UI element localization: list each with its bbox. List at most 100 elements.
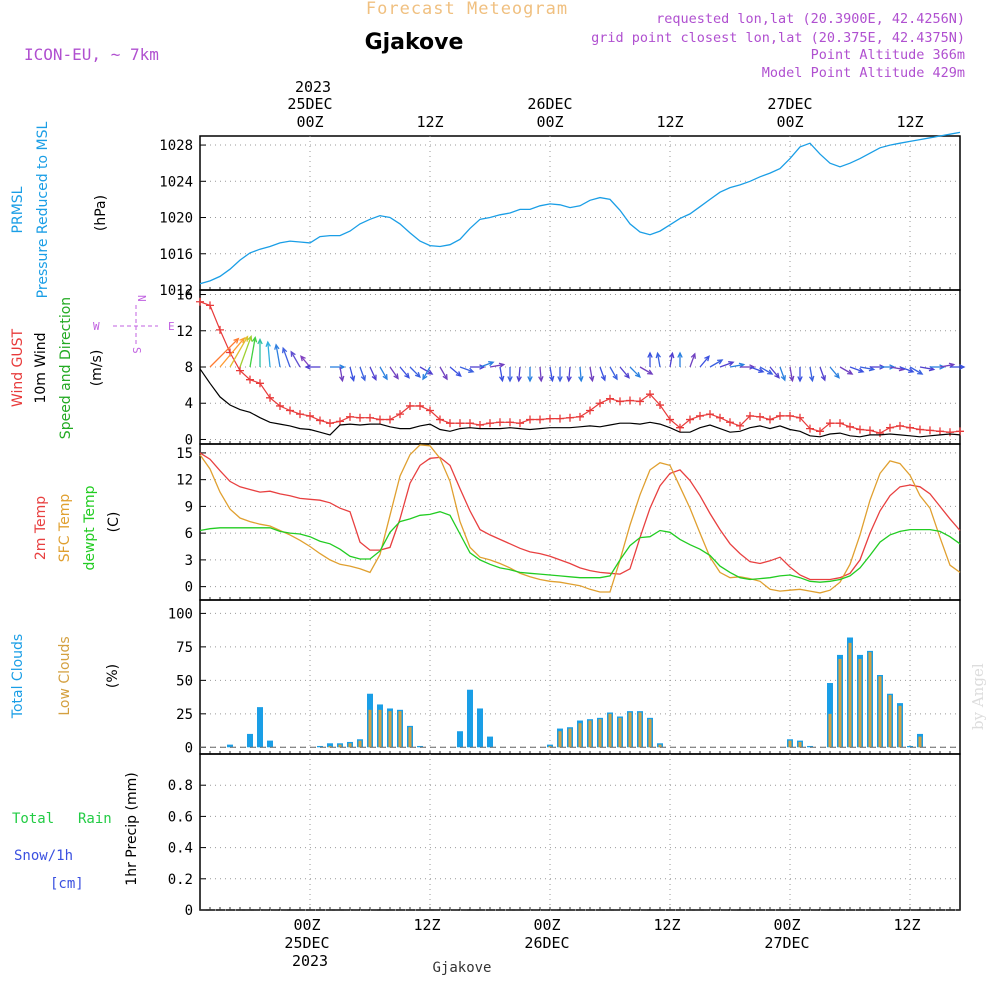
wind-gust-marker: [576, 412, 584, 421]
snow-unit-label: [cm]: [50, 876, 84, 892]
wind-direction-arrowhead: [498, 362, 506, 369]
location-title: Gjakove: [365, 30, 464, 55]
wind-direction-arrowhead: [717, 359, 724, 365]
wind-direction-arrowhead: [788, 375, 795, 383]
wind-gust-marker: [926, 426, 934, 435]
precip-frame: [199, 753, 961, 911]
wind-direction-arrow: [599, 366, 606, 381]
wind-gust-marker: [476, 420, 484, 429]
wind-gust-marker: [796, 413, 804, 422]
low-clouds-bar: [568, 728, 572, 748]
wind-gust-marker: [456, 419, 464, 428]
total-clouds-bar: [417, 745, 423, 748]
wind-direction-arrow: [829, 366, 840, 379]
top-date-label: 26DEC: [527, 95, 572, 113]
wind-direction-arrowhead: [600, 375, 606, 382]
wind-direction-arrowhead: [612, 374, 618, 381]
wind-direction-arrow: [419, 366, 433, 375]
bottom-year-label: 2023: [292, 952, 328, 970]
wind-direction-arrowhead: [578, 376, 584, 383]
total-clouds-label: Total Clouds: [10, 634, 26, 719]
pressure-ytick-label: 1020: [159, 211, 193, 227]
wind-direction-arrowhead: [393, 373, 399, 380]
bottom-hour-label: 00Z: [293, 916, 320, 934]
total-clouds-bar: [807, 745, 813, 748]
wind-direction-arrow: [909, 366, 923, 375]
wind-direction-arrow: [759, 366, 773, 375]
wind-direction-arrowhead: [339, 364, 346, 370]
low-clouds-bar: [608, 713, 612, 748]
total-rain-label-2: Rain: [78, 811, 112, 827]
wind-gust-marker: [686, 415, 694, 424]
low-clouds-bar: [598, 719, 602, 748]
precip-panel: 0 0.2 0.4 0.6 0.8: [168, 753, 961, 919]
low-clouds-bar: [368, 709, 372, 748]
wind-direction-arrow: [919, 366, 934, 371]
wind-direction-arrow: [589, 366, 594, 381]
wind-gust-marker: [396, 410, 404, 419]
wind-direction-arrowhead: [427, 369, 434, 375]
pressure-frame: [199, 135, 961, 291]
top-year-label: 2023: [295, 78, 331, 96]
pressure-ytick-label: 1012: [159, 283, 193, 299]
wind-direction-arrowhead: [847, 369, 854, 375]
top-hour-label: 00Z: [536, 113, 563, 131]
total-clouds-bar: [457, 731, 463, 748]
wind-direction-arrow: [489, 363, 504, 368]
precip-ytick-label: 0.6: [168, 809, 193, 825]
low-clouds-bar: [638, 712, 642, 748]
wind-gust-marker: [246, 375, 254, 384]
wind-gust-marker: [676, 423, 684, 432]
temperature-ytick-label: 6: [185, 526, 193, 542]
pressure-panel: 1012 1016 1020 1024 1028: [159, 131, 961, 299]
wind-gust-marker: [616, 397, 624, 406]
wind-gust-marker: [436, 415, 444, 424]
wind-direction-arrow: [539, 366, 542, 382]
wind-direction-arrowhead: [422, 374, 428, 381]
wind-gust-marker: [756, 412, 764, 421]
wind-direction-arrowhead: [704, 355, 710, 362]
wind-direction-arrowhead: [498, 375, 505, 383]
wind-gust-marker: [626, 396, 634, 405]
wind-direction-arrow: [239, 336, 252, 368]
prmsl-label: PRMSL: [10, 186, 26, 233]
wind-gust-marker: [416, 401, 424, 410]
wind-direction-arrow: [290, 351, 301, 368]
wind-gust-marker: [556, 414, 564, 423]
wind-direction-arrowhead: [908, 367, 915, 373]
wind-direction-arrow: [399, 366, 410, 379]
wind-direction-arrowhead: [767, 369, 774, 375]
bottom-date-label: 25DEC: [284, 934, 329, 952]
grid-point-label: grid point closest lon,lat (20.375E, 42.…: [591, 30, 965, 46]
wind-gust-marker: [206, 301, 214, 310]
wind-direction-arrow: [619, 366, 630, 379]
dewpt-temp-line: [199, 511, 961, 583]
total-clouds-bar: [267, 740, 273, 748]
clouds-ytick-label: 25: [176, 707, 193, 723]
wind-direction-arrow: [449, 366, 462, 377]
low-clouds-bar: [328, 745, 332, 748]
total-clouds-bar: [317, 745, 323, 748]
wind-gust-marker: [646, 390, 654, 399]
watermark: by Angel: [969, 663, 987, 730]
low-clouds-bar: [578, 723, 582, 748]
bottom-date-label: 26DEC: [524, 934, 569, 952]
wind-ytick-label: 16: [176, 288, 193, 304]
wind-gust-marker: [566, 413, 574, 422]
wind-gust-marker: [716, 413, 724, 422]
precip-axis-label: 1hr Precip (mm): [124, 772, 140, 885]
wind-gust-marker: [406, 401, 414, 410]
wind-direction-arrow: [939, 363, 954, 368]
pressure-ytick-label: 1024: [159, 174, 193, 190]
wind-gust-marker: [856, 425, 864, 434]
wind-gust-marker: [806, 424, 814, 433]
wind-ytick-label: 4: [185, 396, 193, 412]
wind-direction-arrow: [779, 366, 786, 381]
wind-direction-arrow: [579, 366, 582, 382]
clouds-panel: 0 25 50 75 100: [168, 599, 961, 756]
wind-direction-arrowhead: [647, 351, 653, 358]
clouds-ytick-label: 50: [176, 673, 193, 689]
wind-ytick-label: 8: [185, 360, 193, 376]
bottom-hour-label: 12Z: [653, 916, 680, 934]
wind-direction-arrow: [275, 344, 281, 368]
